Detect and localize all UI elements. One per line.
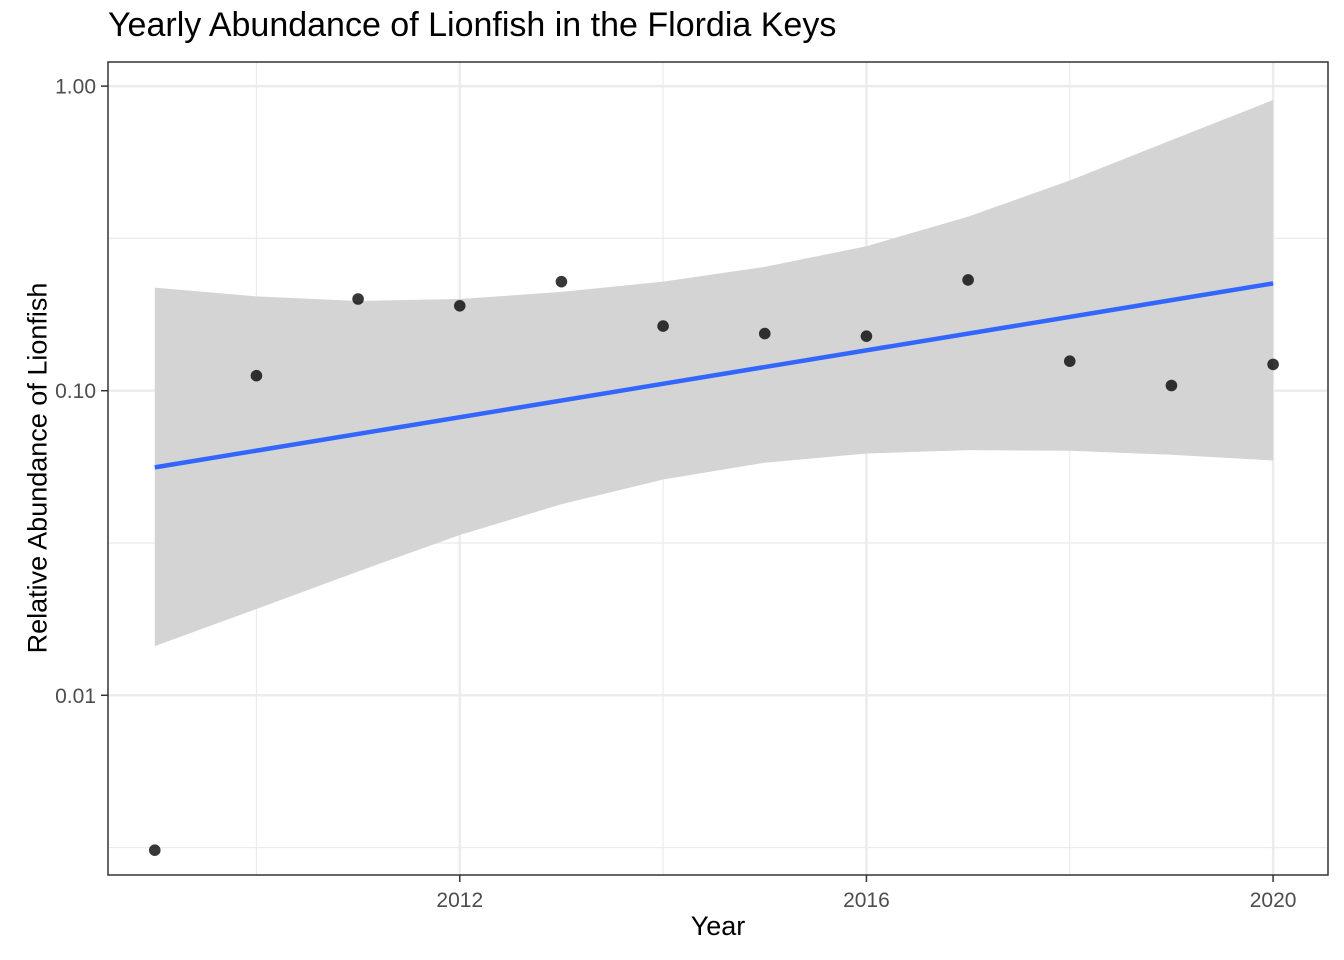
y-axis-title: Relative Abundance of Lionfish xyxy=(22,282,53,654)
chart-title: Yearly Abundance of Lionfish in the Flor… xyxy=(108,6,837,44)
trend-line-layer xyxy=(154,281,1274,470)
data-point xyxy=(860,330,873,342)
x-axis-title: Year xyxy=(690,911,746,941)
data-point xyxy=(962,274,974,286)
plot-panel-border xyxy=(107,61,1329,876)
data-point xyxy=(1267,358,1279,371)
x-tick-label: 2012 xyxy=(436,889,483,912)
data-point xyxy=(657,320,669,332)
data-point xyxy=(453,299,466,312)
data-point xyxy=(250,369,263,382)
x-tick-label: 2016 xyxy=(843,889,890,912)
confidence-band-layer xyxy=(154,100,1274,647)
axis-ticks-layer: 2012 2016 2020 0.01 0.10 1.00 xyxy=(55,76,1296,912)
y-tick-label: 0.10 xyxy=(55,380,96,403)
data-point xyxy=(148,844,161,856)
trend-line xyxy=(154,281,1274,470)
data-point xyxy=(1165,379,1178,392)
y-tick-label: 0.01 xyxy=(55,685,96,708)
data-point xyxy=(1063,355,1076,367)
y-tick-label: 1.00 xyxy=(55,76,96,99)
data-points-layer xyxy=(148,274,1279,856)
data-point xyxy=(758,327,771,340)
confidence-band xyxy=(154,100,1274,647)
data-point xyxy=(352,293,364,305)
x-tick-label: 2020 xyxy=(1250,889,1297,912)
data-point xyxy=(555,275,568,288)
